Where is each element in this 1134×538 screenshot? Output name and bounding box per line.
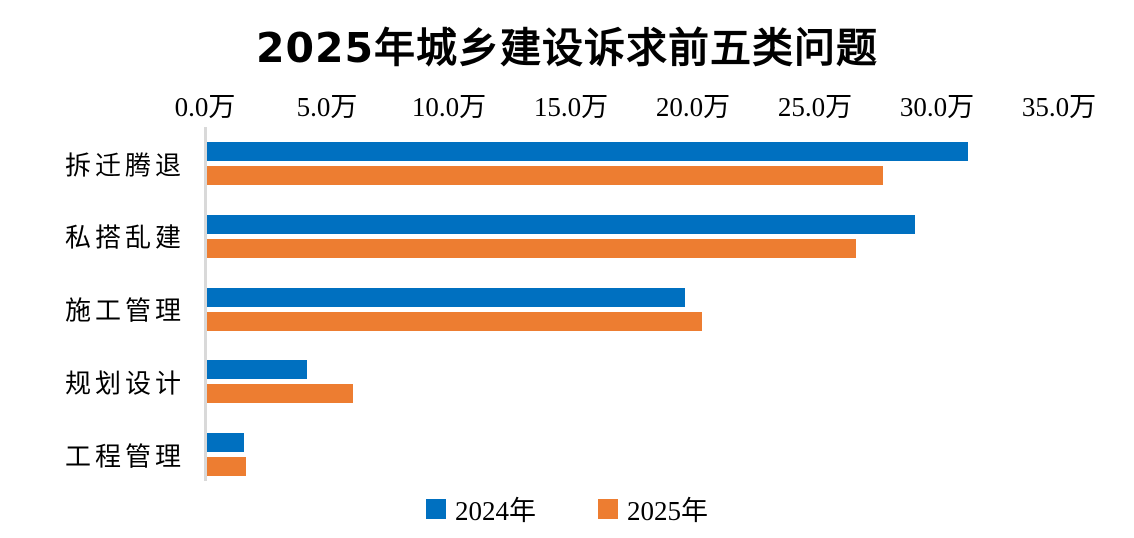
x-axis-tick-label: 20.0万 [655, 92, 731, 122]
legend-item-2024年: 2024年 [426, 489, 536, 528]
legend-label: 2024年 [455, 496, 536, 526]
bar-2024年-规划设计 [207, 360, 307, 380]
category-label: 规划设计 [64, 369, 185, 399]
bar-2025年-规划设计 [207, 384, 353, 404]
x-axis-tick-label: 35.0万 [1021, 92, 1097, 122]
bar-2025年-施工管理 [207, 311, 702, 331]
x-axis-tick-label: 15.0万 [533, 92, 609, 122]
legend-label: 2025年 [627, 496, 708, 526]
bar-2024年-拆迁腾退 [207, 142, 968, 161]
category-label: 工程管理 [64, 442, 185, 471]
bar-2024年-工程管理 [207, 433, 244, 452]
y-axis-line [204, 127, 207, 481]
bar-2025年-拆迁腾退 [207, 166, 883, 185]
category-label: 拆迁腾退 [64, 151, 185, 180]
category-label: 私搭乱建 [64, 223, 185, 253]
x-axis-tick-label: 0.0万 [174, 92, 236, 122]
x-axis-tick-label: 25.0万 [777, 92, 853, 122]
legend: 2024年 2025年 [0, 489, 1134, 528]
x-axis-tick-label: 5.0万 [296, 92, 358, 122]
x-axis-tick-label: 10.0万 [411, 92, 487, 122]
legend-swatch-icon [426, 498, 446, 519]
bar-2024年-施工管理 [207, 287, 685, 307]
legend-item-2025年: 2025年 [598, 489, 708, 528]
bar-2025年-工程管理 [207, 457, 246, 476]
bar-2025年-私搭乱建 [207, 238, 856, 258]
legend-swatch-icon [598, 498, 618, 519]
category-label: 施工管理 [64, 296, 185, 326]
chart-title: 2025年城乡建设诉求前五类问题 [255, 24, 879, 72]
x-axis-tick-label: 30.0万 [899, 92, 975, 122]
bar-2024年-私搭乱建 [207, 214, 915, 234]
